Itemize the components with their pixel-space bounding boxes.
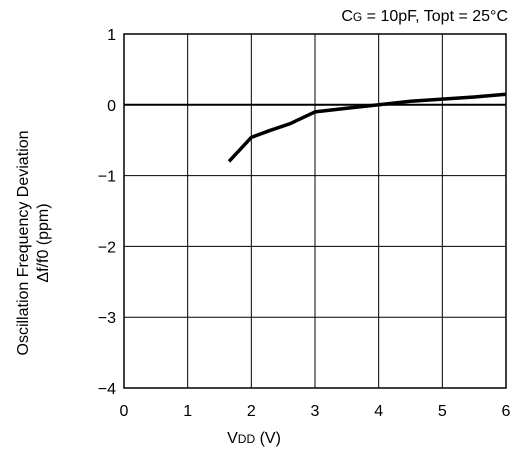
- y-tick-label: −3: [98, 310, 116, 327]
- y-tick-label: −1: [98, 169, 116, 186]
- test-condition: CG = 10pF, Topt = 25°C: [341, 8, 508, 25]
- y-tick-label: 0: [107, 98, 116, 115]
- y-tick-label: −2: [98, 239, 116, 256]
- x-axis-label: VDD (V): [227, 430, 281, 447]
- x-tick-label: 5: [438, 403, 447, 420]
- x-tick-label: 0: [120, 403, 129, 420]
- y-tick-label: −4: [98, 381, 116, 398]
- x-tick-label: 6: [502, 403, 511, 420]
- x-tick-label: 1: [183, 403, 192, 420]
- x-tick-label: 4: [374, 403, 383, 420]
- x-tick-label: 2: [247, 403, 256, 420]
- x-tick-label: 3: [311, 403, 320, 420]
- y-tick-label: 1: [107, 27, 116, 44]
- series-line: [227, 92, 507, 163]
